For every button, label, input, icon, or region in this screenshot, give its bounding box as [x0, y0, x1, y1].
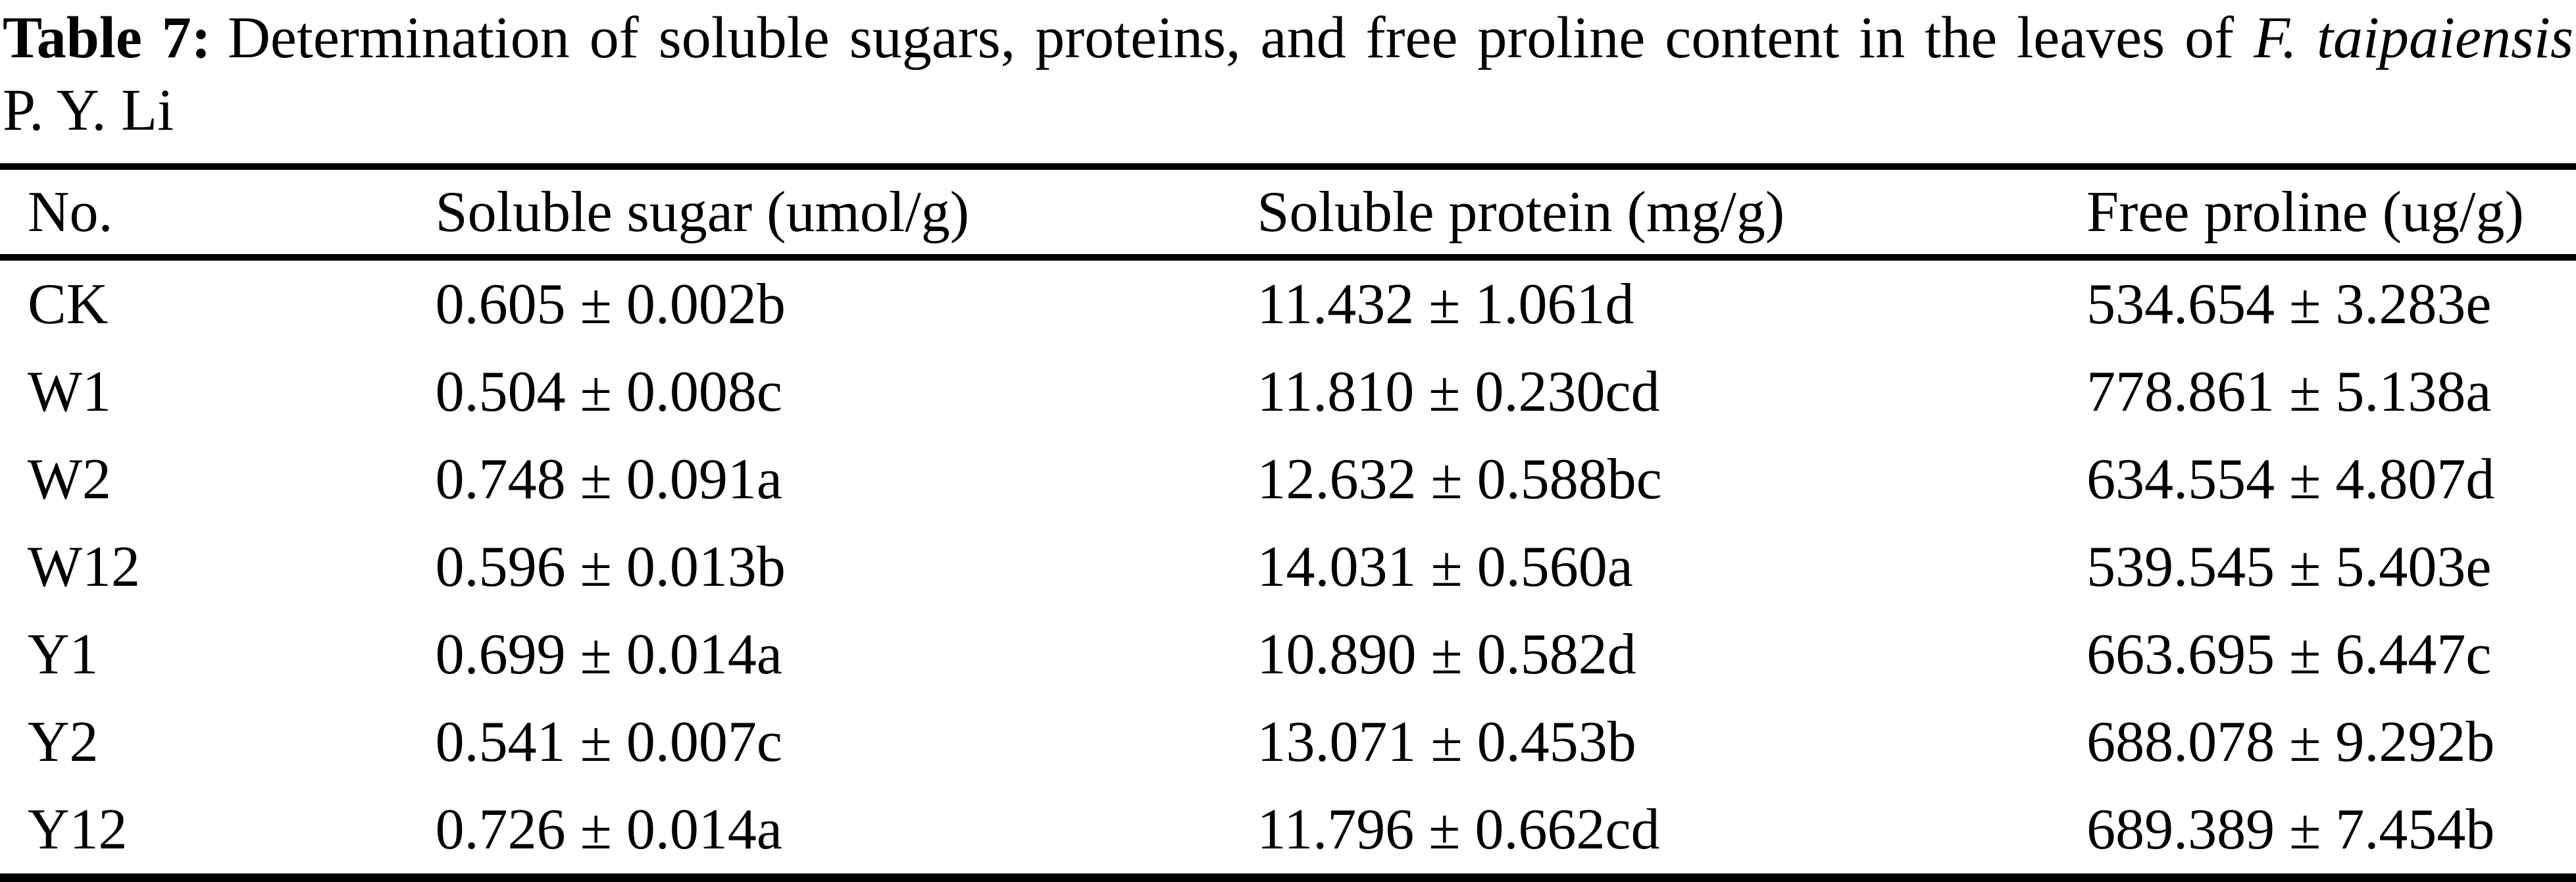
- results-table: No. Soluble sugar (umol/g) Soluble prote…: [0, 163, 2576, 882]
- species-name: F. taipaiensis: [2254, 5, 2574, 70]
- soluble-protein-cell: 12.632 ± 0.588bc: [1257, 448, 1662, 511]
- row-label: Y2: [28, 710, 99, 774]
- free-proline-cell: 534.654 ± 3.283e: [2086, 272, 2492, 336]
- free-proline-cell: 539.545 ± 5.403e: [2086, 535, 2492, 599]
- table-caption-line1: Table 7: Determination of soluble sugars,…: [3, 3, 2573, 74]
- soluble-protein-cell: 11.796 ± 0.662cd: [1257, 798, 1660, 862]
- column-header-soluble-protein: Soluble protein (mg/g): [1257, 180, 1785, 244]
- free-proline-cell: 778.861 ± 5.138a: [2086, 360, 2492, 424]
- table-row: Y12 0.726 ± 0.014a 11.796 ± 0.662cd 689.…: [0, 786, 2576, 878]
- table-body: CK 0.605 ± 0.002b 11.432 ± 1.061d 534.65…: [0, 257, 2576, 878]
- soluble-protein-cell: 11.810 ± 0.230cd: [1257, 360, 1660, 424]
- row-label: Y1: [28, 623, 99, 687]
- table-caption-line2: P. Y. Li: [3, 78, 174, 143]
- free-proline-cell: 663.695 ± 6.447c: [2086, 623, 2492, 687]
- table-row: Y2 0.541 ± 0.007c 13.071 ± 0.453b 688.07…: [0, 698, 2576, 786]
- table-row: W2 0.748 ± 0.091a 12.632 ± 0.588bc 634.5…: [0, 436, 2576, 523]
- row-label: W2: [28, 448, 112, 511]
- table-row: W1 0.504 ± 0.008c 11.810 ± 0.230cd 778.8…: [0, 348, 2576, 436]
- table-row: Y1 0.699 ± 0.014a 10.890 ± 0.582d 663.69…: [0, 611, 2576, 698]
- soluble-protein-cell: 10.890 ± 0.582d: [1257, 623, 1636, 687]
- header-row: No. Soluble sugar (umol/g) Soluble prote…: [0, 167, 2576, 257]
- soluble-protein-cell: 13.071 ± 0.453b: [1257, 710, 1636, 774]
- table-number-label: Table 7:: [3, 5, 211, 70]
- column-header-soluble-sugar: Soluble sugar (umol/g): [435, 180, 970, 244]
- free-proline-cell: 688.078 ± 9.292b: [2086, 710, 2495, 774]
- soluble-sugar-cell: 0.541 ± 0.007c: [435, 710, 782, 774]
- table-row: CK 0.605 ± 0.002b 11.432 ± 1.061d 534.65…: [0, 257, 2576, 348]
- free-proline-cell: 689.389 ± 7.454b: [2086, 798, 2495, 862]
- free-proline-cell: 634.554 ± 4.807d: [2086, 448, 2495, 511]
- table-header: No. Soluble sugar (umol/g) Soluble prote…: [0, 167, 2576, 257]
- soluble-sugar-cell: 0.699 ± 0.014a: [435, 623, 782, 687]
- row-label: W1: [28, 360, 112, 424]
- row-label: CK: [28, 272, 109, 336]
- row-label: W12: [28, 535, 141, 599]
- column-header-free-proline: Free proline (ug/g): [2086, 180, 2524, 244]
- table-caption-text: Determination of soluble sugars, protein…: [227, 5, 2235, 70]
- row-label: Y12: [28, 798, 128, 862]
- soluble-protein-cell: 11.432 ± 1.061d: [1257, 272, 1634, 336]
- table-caption: Table 7: Determination of soluble sugars,…: [0, 0, 2576, 146]
- soluble-sugar-cell: 0.596 ± 0.013b: [435, 535, 786, 599]
- soluble-sugar-cell: 0.504 ± 0.008c: [435, 360, 782, 424]
- soluble-sugar-cell: 0.726 ± 0.014a: [435, 798, 782, 862]
- soluble-sugar-cell: 0.605 ± 0.002b: [435, 272, 786, 336]
- table-row: W12 0.596 ± 0.013b 14.031 ± 0.560a 539.5…: [0, 523, 2576, 611]
- soluble-protein-cell: 14.031 ± 0.560a: [1257, 535, 1633, 599]
- soluble-sugar-cell: 0.748 ± 0.091a: [435, 448, 782, 511]
- column-header-no: No.: [28, 180, 113, 244]
